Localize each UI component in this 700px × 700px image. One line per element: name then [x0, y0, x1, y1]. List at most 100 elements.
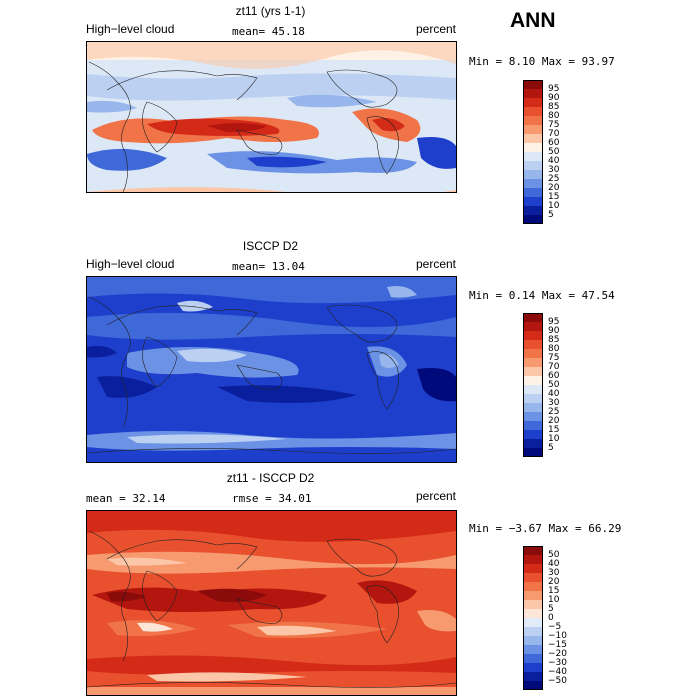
panel-2-mean-label: mean= 13.04 — [232, 260, 305, 273]
colorbar-swatch — [523, 89, 543, 98]
colorbar-swatch — [523, 170, 543, 179]
colorbar-tick-label: −20 — [548, 648, 567, 659]
colorbar-swatch — [523, 206, 543, 215]
colorbar-tick-label: 5 — [548, 442, 554, 453]
colorbar-tick-label: −10 — [548, 630, 567, 641]
colorbar-swatch — [523, 98, 543, 107]
colorbar-tick-label: 70 — [548, 361, 560, 372]
colorbar-tick-label: 80 — [548, 343, 560, 354]
colorbar-swatch — [523, 627, 543, 636]
panel-2-map — [86, 276, 457, 463]
colorbar-tick-label: 20 — [548, 415, 560, 426]
colorbar-tick-label: −30 — [548, 657, 567, 668]
colorbar-tick-label: 70 — [548, 128, 560, 139]
colorbar-tick-label: −5 — [548, 621, 562, 632]
panel-2-variable-label: High−level cloud — [86, 257, 175, 271]
colorbar-swatch — [523, 421, 543, 430]
colorbar-tick-label: 25 — [548, 406, 560, 417]
panel-1-title: zt11 (yrs 1-1) — [235, 4, 306, 18]
colorbar-swatch — [523, 376, 543, 385]
colorbar-tick-label: 30 — [548, 397, 560, 408]
colorbar-tick-label: 90 — [548, 325, 560, 336]
colorbar-swatch — [523, 403, 543, 412]
colorbar-tick-label: 50 — [548, 146, 560, 157]
colorbar-tick-label: 40 — [548, 558, 560, 569]
colorbar-swatch — [523, 340, 543, 349]
colorbar-tick-label: 85 — [548, 334, 560, 345]
colorbar-swatch — [523, 313, 543, 322]
panel-1-map — [86, 41, 457, 193]
colorbar-swatch — [523, 331, 543, 340]
colorbar-swatch — [523, 125, 543, 134]
colorbar-tick-label: 50 — [548, 379, 560, 390]
colorbar-tick-label: 5 — [548, 209, 554, 220]
panel-1-colorbar — [523, 80, 543, 224]
colorbar-swatch — [523, 663, 543, 672]
colorbar-tick-label: 10 — [548, 433, 560, 444]
panel-1-mean-label: mean= 45.18 — [232, 25, 305, 38]
colorbar-swatch — [523, 645, 543, 654]
colorbar-tick-label: 10 — [548, 200, 560, 211]
colorbar-tick-label: 50 — [548, 549, 560, 560]
colorbar-tick-label: 90 — [548, 92, 560, 103]
colorbar-tick-label: 20 — [548, 576, 560, 587]
panel-3-map — [86, 510, 457, 696]
colorbar-tick-label: 15 — [548, 191, 560, 202]
colorbar-swatch — [523, 152, 543, 161]
colorbar-tick-label: 75 — [548, 352, 560, 363]
colorbar-swatch — [523, 215, 543, 224]
colorbar-swatch — [523, 188, 543, 197]
colorbar-tick-label: 20 — [548, 182, 560, 193]
panel-3-colorbar — [523, 546, 543, 690]
colorbar-tick-label: −40 — [548, 666, 567, 677]
colorbar-tick-label: 30 — [548, 164, 560, 175]
colorbar-swatch — [523, 322, 543, 331]
colorbar-swatch — [523, 412, 543, 421]
colorbar-swatch — [523, 681, 543, 690]
colorbar-tick-label: 80 — [548, 110, 560, 121]
colorbar-swatch — [523, 555, 543, 564]
panel-1-variable-label: High−level cloud — [86, 22, 175, 36]
colorbar-tick-label: 60 — [548, 137, 560, 148]
colorbar-swatch — [523, 385, 543, 394]
panel-2-units-label: percent — [415, 257, 456, 271]
colorbar-swatch — [523, 546, 543, 555]
colorbar-tick-label: 95 — [548, 83, 560, 94]
panel-1-minmax: Min = 8.10 Max = 93.97 — [469, 55, 615, 68]
colorbar-swatch — [523, 591, 543, 600]
colorbar-swatch — [523, 636, 543, 645]
colorbar-swatch — [523, 349, 543, 358]
colorbar-tick-label: 60 — [548, 370, 560, 381]
colorbar-swatch — [523, 448, 543, 457]
colorbar-tick-label: 75 — [548, 119, 560, 130]
colorbar-tick-label: 85 — [548, 101, 560, 112]
panel-3-units-label: percent — [415, 489, 456, 503]
colorbar-tick-label: −50 — [548, 675, 567, 686]
colorbar-swatch — [523, 80, 543, 89]
colorbar-swatch — [523, 134, 543, 143]
colorbar-tick-label: 40 — [548, 155, 560, 166]
panel-2-title: ISCCP D2 — [242, 239, 299, 253]
colorbar-swatch — [523, 367, 543, 376]
colorbar-swatch — [523, 197, 543, 206]
panel-1-units-label: percent — [415, 22, 456, 36]
colorbar-swatch — [523, 654, 543, 663]
colorbar-swatch — [523, 600, 543, 609]
colorbar-tick-label: 95 — [548, 316, 560, 327]
panel-3-mean-label: mean = 32.14 — [86, 492, 166, 505]
colorbar-tick-label: 15 — [548, 585, 560, 596]
colorbar-tick-label: 10 — [548, 594, 560, 605]
colorbar-tick-label: −15 — [548, 639, 567, 650]
colorbar-swatch — [523, 116, 543, 125]
colorbar-swatch — [523, 107, 543, 116]
panel-2-minmax: Min = 0.14 Max = 47.54 — [469, 289, 615, 302]
panel-3-minmax: Min = −3.67 Max = 66.29 — [469, 522, 622, 535]
colorbar-swatch — [523, 672, 543, 681]
colorbar-tick-label: 30 — [548, 567, 560, 578]
colorbar-tick-label: 0 — [548, 612, 554, 623]
colorbar-swatch — [523, 358, 543, 367]
colorbar-swatch — [523, 179, 543, 188]
colorbar-swatch — [523, 430, 543, 439]
panel-2-colorbar — [523, 313, 543, 457]
season-label: ANN — [510, 9, 556, 32]
